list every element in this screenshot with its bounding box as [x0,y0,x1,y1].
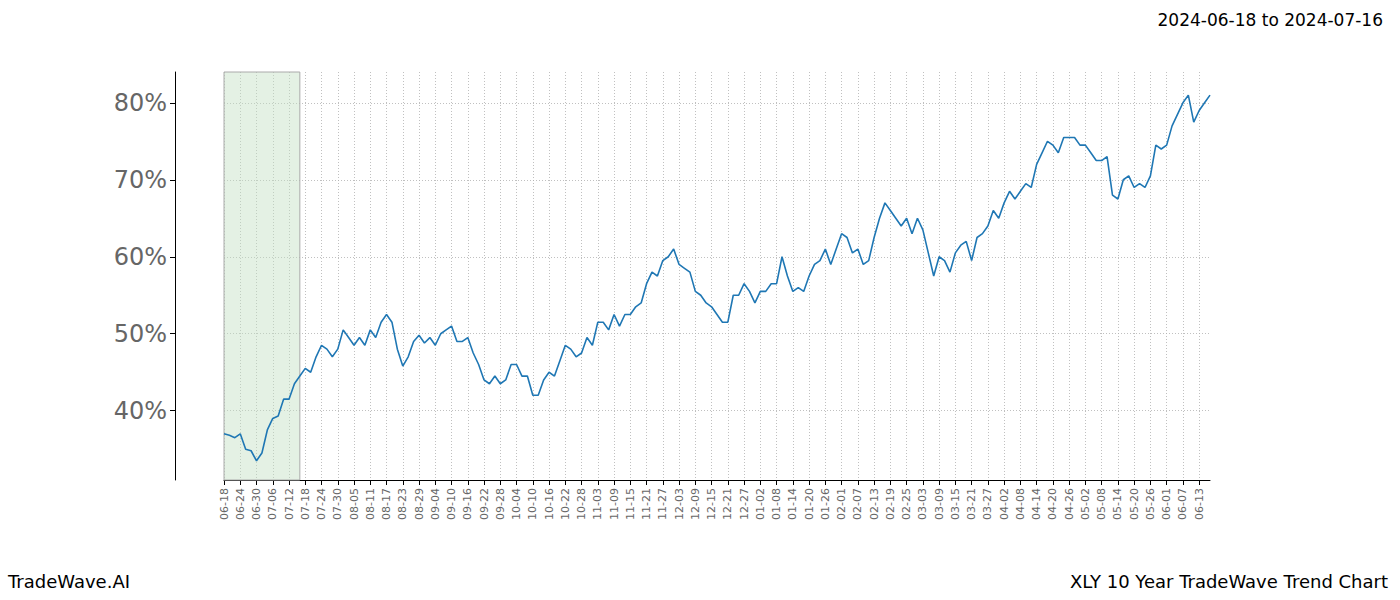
svg-text:10-04: 10-04 [510,488,523,520]
svg-text:08-17: 08-17 [380,488,393,520]
svg-text:2024-06-18 to 2024-07-16: 2024-06-18 to 2024-07-16 [1158,10,1383,30]
svg-text:10-10: 10-10 [526,488,539,520]
svg-text:09-28: 09-28 [494,488,507,520]
svg-text:03-27: 03-27 [981,488,994,520]
svg-text:01-02: 01-02 [754,488,767,520]
svg-text:06-30: 06-30 [250,488,263,520]
svg-text:10-16: 10-16 [543,488,556,520]
svg-text:05-02: 05-02 [1079,488,1092,520]
svg-text:04-20: 04-20 [1046,488,1059,520]
svg-text:07-12: 07-12 [283,488,296,520]
svg-text:04-26: 04-26 [1063,488,1076,520]
svg-text:09-04: 09-04 [429,488,442,520]
svg-text:04-02: 04-02 [998,488,1011,520]
svg-text:05-14: 05-14 [1111,488,1124,520]
svg-text:03-21: 03-21 [965,488,978,520]
svg-text:02-19: 02-19 [884,488,897,520]
svg-text:XLY 10 Year TradeWave Trend Ch: XLY 10 Year TradeWave Trend Chart [1070,571,1388,592]
svg-text:TradeWave.AI: TradeWave.AI [7,571,130,592]
svg-text:12-21: 12-21 [721,488,734,520]
svg-text:03-03: 03-03 [916,488,929,520]
svg-text:11-15: 11-15 [624,488,637,520]
svg-text:12-03: 12-03 [673,488,686,520]
svg-text:02-13: 02-13 [868,488,881,520]
svg-text:01-20: 01-20 [803,488,816,520]
svg-text:11-03: 11-03 [591,488,604,520]
svg-text:10-22: 10-22 [559,488,572,520]
svg-text:02-01: 02-01 [835,488,848,520]
svg-text:08-23: 08-23 [396,488,409,520]
svg-text:03-15: 03-15 [949,488,962,520]
svg-text:60%: 60% [114,243,167,271]
svg-text:05-20: 05-20 [1128,488,1141,520]
svg-text:11-27: 11-27 [656,488,669,520]
svg-text:11-21: 11-21 [640,488,653,520]
svg-text:05-26: 05-26 [1144,488,1157,520]
svg-text:01-14: 01-14 [786,488,799,520]
svg-text:09-10: 09-10 [445,488,458,520]
svg-text:12-27: 12-27 [738,488,751,520]
svg-text:05-08: 05-08 [1095,488,1108,520]
svg-text:02-07: 02-07 [851,488,864,520]
svg-text:03-09: 03-09 [933,488,946,520]
svg-text:01-26: 01-26 [819,488,832,520]
svg-text:06-18: 06-18 [218,488,231,520]
svg-text:08-11: 08-11 [364,488,377,520]
svg-text:07-24: 07-24 [315,488,328,520]
svg-text:08-29: 08-29 [413,488,426,520]
svg-text:07-06: 07-06 [266,488,279,520]
svg-text:09-22: 09-22 [478,488,491,520]
svg-text:50%: 50% [114,320,167,348]
svg-text:04-14: 04-14 [1030,488,1043,520]
svg-text:06-24: 06-24 [234,488,247,520]
svg-text:06-13: 06-13 [1193,488,1206,520]
svg-text:07-18: 07-18 [299,488,312,520]
svg-text:08-05: 08-05 [348,488,361,520]
svg-text:01-08: 01-08 [770,488,783,520]
svg-text:70%: 70% [114,166,167,194]
svg-text:06-07: 06-07 [1176,488,1189,520]
svg-text:11-09: 11-09 [608,488,621,520]
svg-text:10-28: 10-28 [575,488,588,520]
svg-text:06-01: 06-01 [1160,488,1173,520]
svg-text:04-08: 04-08 [1014,488,1027,520]
svg-text:07-30: 07-30 [331,488,344,520]
svg-text:12-15: 12-15 [705,488,718,520]
svg-text:80%: 80% [114,89,167,117]
svg-text:09-16: 09-16 [461,488,474,520]
svg-text:12-09: 12-09 [689,488,702,520]
svg-text:40%: 40% [114,397,167,425]
svg-text:02-25: 02-25 [900,488,913,520]
